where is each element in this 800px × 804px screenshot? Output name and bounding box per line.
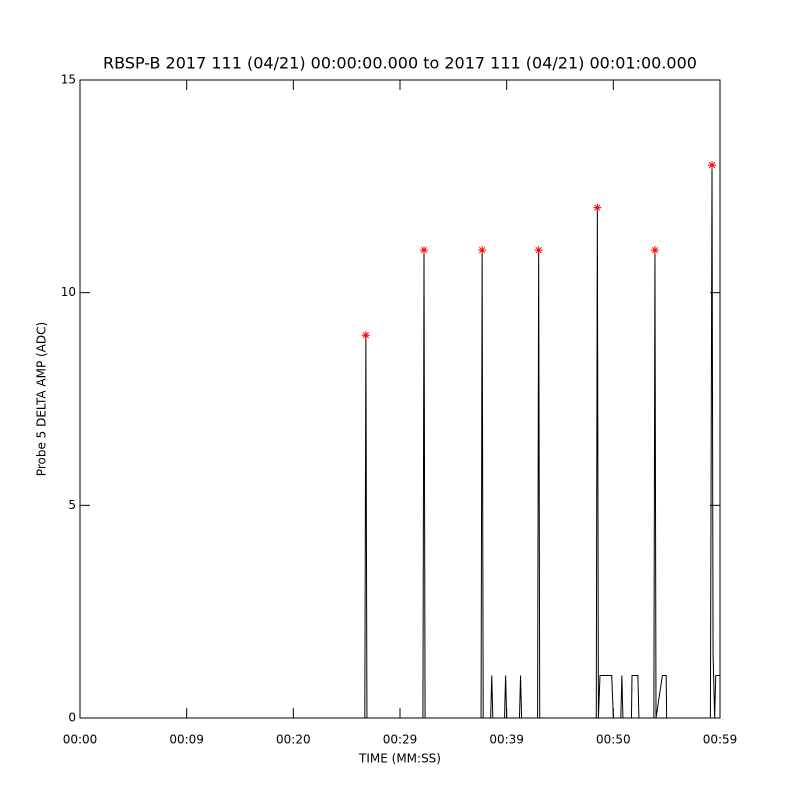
peak-marker [478, 246, 487, 255]
y-tick-label: 10 [61, 285, 76, 299]
peak-marker [650, 246, 659, 255]
chart-title: RBSP-B 2017 111 (04/21) 00:00:00.000 to … [103, 54, 697, 73]
x-tick-label: 00:50 [596, 733, 631, 747]
y-tick-label: 0 [68, 711, 76, 725]
peak-marker [534, 246, 543, 255]
x-axis-label: TIME (MM:SS) [358, 752, 441, 766]
x-tick-label: 00:00 [63, 733, 98, 747]
peak-marker [708, 161, 716, 170]
peak-marker [593, 203, 602, 212]
x-tick-label: 00:39 [489, 733, 524, 747]
y-tick-label: 15 [61, 73, 76, 87]
x-tick-label: 00:20 [276, 733, 311, 747]
y-axis-label: Probe 5 DELTA AMP (ADC) [35, 322, 49, 476]
x-tick-label: 00:59 [703, 733, 738, 747]
x-tick-label: 00:09 [169, 733, 204, 747]
x-tick-label: 00:29 [383, 733, 418, 747]
peak-marker [361, 331, 370, 340]
y-tick-label: 5 [68, 498, 76, 512]
peak-marker [420, 246, 428, 255]
